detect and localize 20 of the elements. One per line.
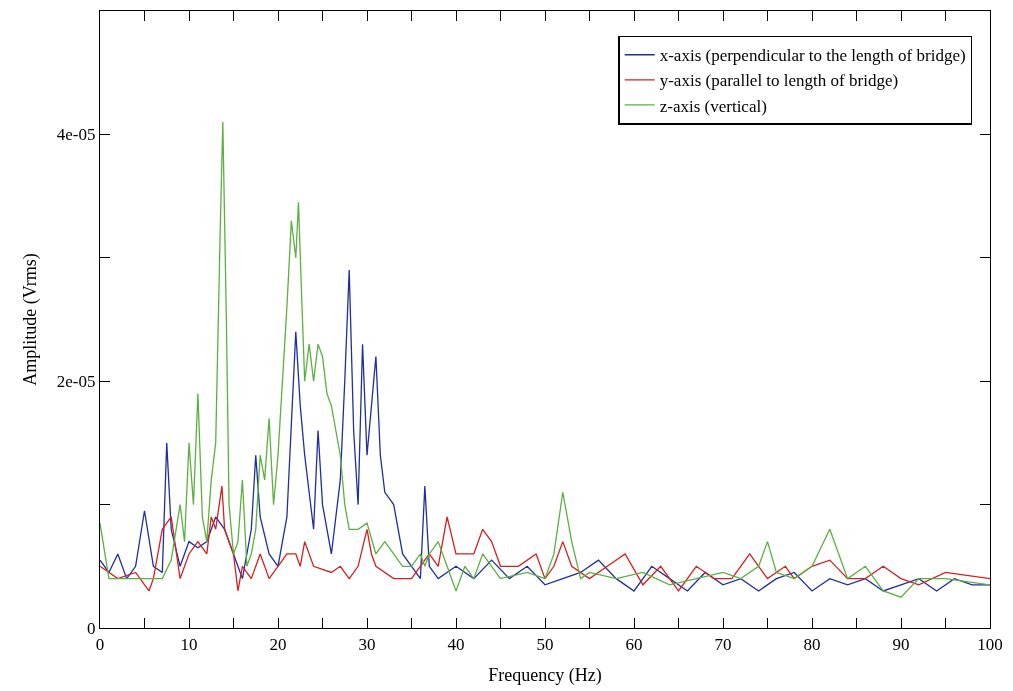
x-tick-label: 90 [892, 634, 910, 654]
x-tick-label: 100 [977, 634, 1003, 654]
x-tick-label: 10 [180, 634, 198, 654]
legend-label: x-axis (perpendicular to the length of bridge) [659, 46, 966, 66]
legend-label: y-axis (parallel to length of bridge) [659, 71, 899, 91]
x-tick-label: 30 [358, 634, 376, 654]
x-tick-label: 40 [447, 634, 465, 654]
legend-label: z-axis (vertical) [659, 96, 767, 116]
line-series [100, 121, 990, 598]
x-tick-label: 60 [625, 634, 643, 654]
x-tick-label: 70 [714, 634, 732, 654]
x-tick-label: 20 [269, 634, 287, 654]
y-axis-title: Amplitude (Vrms) [19, 253, 41, 386]
y-tick-label: 4e-05 [56, 125, 96, 145]
x-tick-label: 50 [536, 634, 554, 654]
x-tick-label: 80 [803, 634, 821, 654]
x-axis-title: Frequency (Hz) [488, 664, 602, 686]
y-tick-label: 2e-05 [56, 372, 96, 392]
line-series [100, 485, 990, 592]
y-tick-label: 0 [87, 618, 96, 638]
